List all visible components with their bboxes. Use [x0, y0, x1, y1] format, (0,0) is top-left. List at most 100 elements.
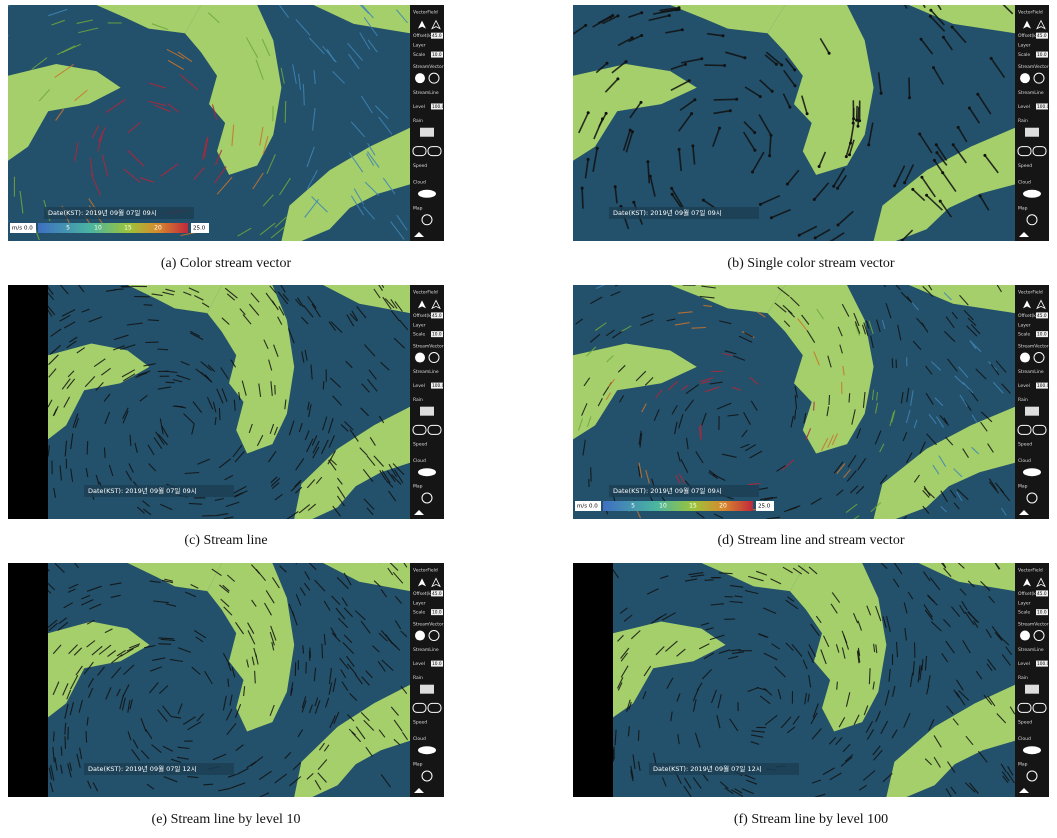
date-label: Date(KST): 2019년 09월 07일 12시	[653, 764, 762, 773]
stream-segment	[853, 108, 854, 123]
vector-head	[957, 126, 960, 129]
vector-head	[918, 133, 921, 136]
field-value: 10.0	[1037, 332, 1047, 338]
btn-image[interactable]	[1025, 407, 1039, 416]
field-label: Speed	[413, 442, 427, 448]
btn-cloud[interactable]	[418, 190, 436, 198]
section-label: Rain	[413, 118, 423, 124]
colorbar	[603, 501, 753, 511]
vector-head	[671, 193, 674, 196]
btn-cloud[interactable]	[1023, 190, 1041, 198]
btn-vector-on[interactable]	[1020, 73, 1030, 83]
btn-vector-on[interactable]	[415, 353, 425, 363]
black-strip	[573, 563, 613, 797]
section-label: Rain	[413, 397, 423, 403]
btn-vector-on[interactable]	[415, 73, 425, 83]
vector-head	[837, 224, 840, 227]
vector-head	[722, 34, 725, 37]
vector-head	[979, 194, 982, 197]
vector-head	[788, 106, 791, 109]
section-label: StreamLine	[1018, 369, 1044, 375]
field-value: 100.0	[432, 383, 444, 389]
vector-head	[616, 77, 619, 80]
caption: (f) Stream line by level 100	[571, 812, 1051, 828]
field-label: Scale	[1018, 610, 1030, 616]
btn-image[interactable]	[420, 685, 434, 694]
btn-cloud[interactable]	[1023, 468, 1041, 476]
vector-head	[759, 203, 762, 206]
vector-head	[920, 176, 923, 179]
colorbar-tick: 20	[154, 225, 162, 232]
vector-head	[702, 199, 705, 202]
vector-head	[836, 187, 839, 190]
section-label: Cloud	[413, 180, 426, 186]
stream-segment	[310, 648, 311, 658]
vector-head	[631, 36, 634, 39]
vector-head	[743, 56, 746, 59]
field-label: Level	[1018, 383, 1030, 389]
vector-head	[857, 125, 860, 128]
field-label: Speed	[1018, 163, 1032, 169]
field-value: 100.0	[432, 104, 444, 110]
stream-segment	[837, 682, 838, 690]
colorbar-tick: 5	[631, 503, 635, 510]
stream-segment	[219, 408, 220, 420]
vector-head	[723, 64, 726, 67]
btn-cloud[interactable]	[1023, 746, 1041, 754]
section-label: Map	[1018, 762, 1028, 768]
stream-segment	[323, 381, 324, 389]
stream-segment	[857, 106, 858, 120]
section-label: VectorField	[413, 568, 438, 574]
btn-cloud[interactable]	[418, 468, 436, 476]
vector-head	[753, 131, 756, 134]
field-label: Scale	[1018, 332, 1030, 338]
vector-head	[932, 66, 935, 69]
section-label: StreamVector	[1018, 621, 1049, 627]
section-label: Cloud	[413, 458, 426, 464]
vector-head	[771, 90, 774, 93]
field-label: Level	[413, 104, 425, 110]
vector-head	[893, 184, 896, 187]
vector-head	[976, 93, 979, 96]
vector-head	[828, 52, 831, 55]
btn-image[interactable]	[1025, 128, 1039, 137]
vector-head	[786, 183, 789, 186]
vector-head	[587, 111, 590, 114]
colorbar-tick: 15	[689, 503, 697, 510]
vector-head	[867, 143, 870, 146]
btn-vector-on[interactable]	[415, 631, 425, 641]
vector-head	[670, 187, 673, 190]
vector-head	[780, 64, 783, 67]
field-label: Speed	[413, 720, 427, 726]
btn-image[interactable]	[420, 128, 434, 137]
legend-unit: m/s	[12, 226, 22, 232]
date-label: Date(KST): 2019년 09월 07일 12시	[88, 764, 197, 773]
stream-segment	[582, 188, 583, 209]
btn-image[interactable]	[420, 407, 434, 416]
stream-segment	[144, 305, 153, 306]
vector-head	[849, 142, 852, 145]
btn-cloud[interactable]	[418, 746, 436, 754]
stream-segment	[714, 99, 737, 100]
vector-head	[770, 216, 773, 219]
stream-segment	[255, 671, 256, 684]
vector-head	[605, 112, 608, 115]
vector-head	[649, 175, 652, 178]
field-label: Speed	[1018, 720, 1032, 726]
field-label: Layer	[1018, 43, 1031, 49]
btn-vector-on[interactable]	[1020, 631, 1030, 641]
stream-segment	[829, 395, 830, 405]
app-screenshot: Date(KST): 2019년 09월 07일 12시VectorFieldO…	[573, 563, 1049, 797]
caption: (c) Stream line	[0, 533, 466, 549]
field-value: 100.0	[1037, 383, 1049, 389]
section-label: Cloud	[413, 736, 426, 742]
vector-head	[751, 171, 754, 174]
date-label: Date(KST): 2019년 09월 07일 09시	[48, 208, 157, 217]
vector-head	[609, 16, 612, 19]
stream-segment	[166, 382, 175, 383]
vector-head	[798, 234, 801, 237]
btn-vector-on[interactable]	[1020, 353, 1030, 363]
btn-image[interactable]	[1025, 685, 1039, 694]
vector-head	[806, 112, 809, 115]
vector-head	[614, 185, 617, 188]
